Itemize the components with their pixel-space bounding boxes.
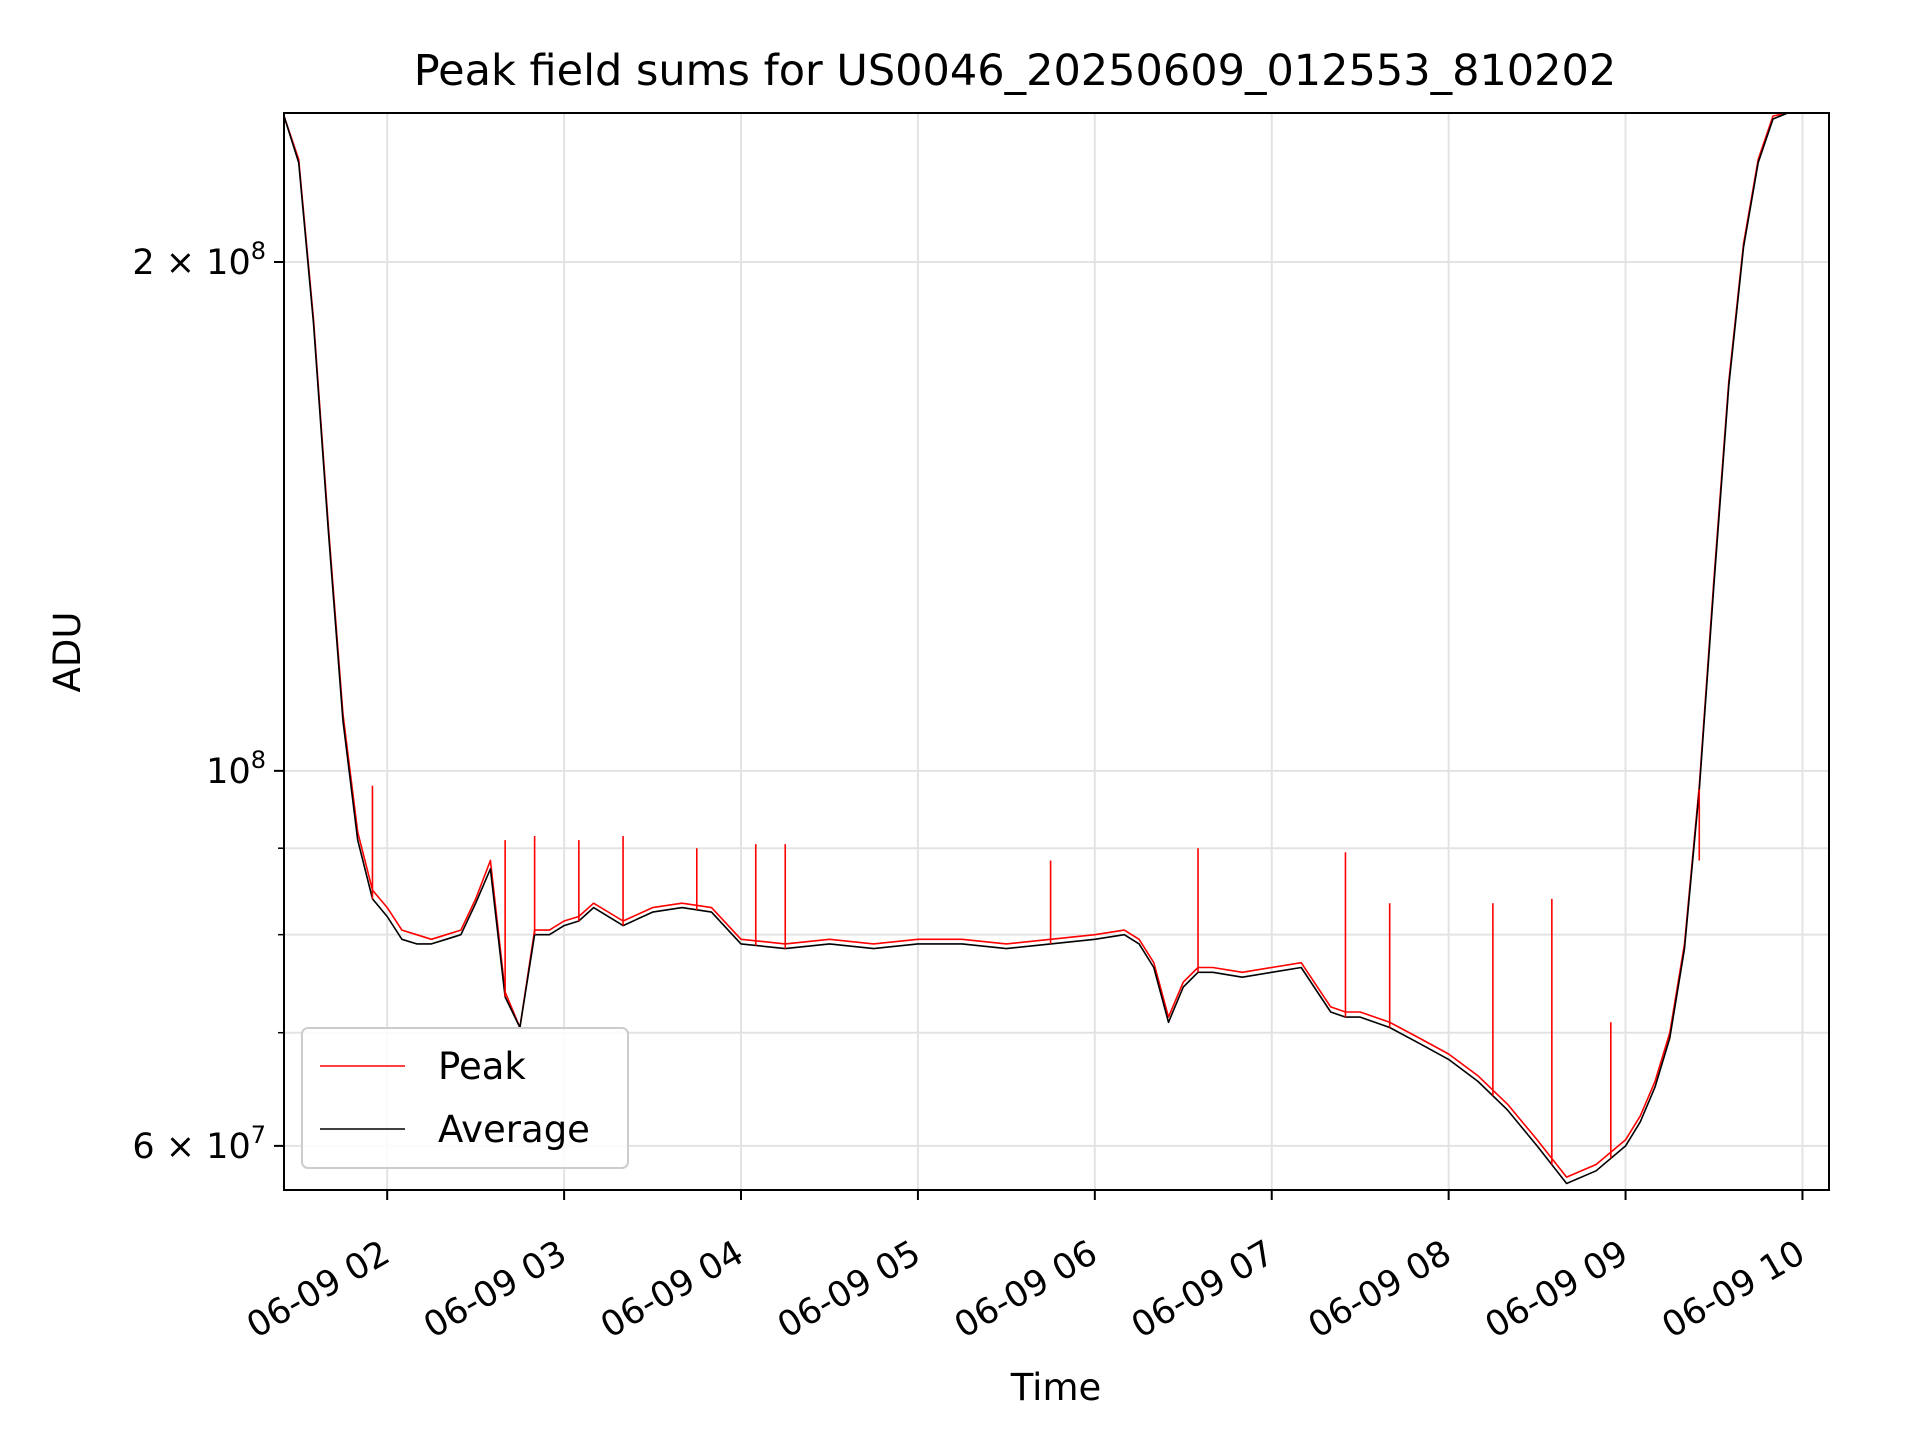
x-axis-label: Time xyxy=(1010,1366,1102,1409)
y-tick-label: 6 × 107 xyxy=(132,1121,266,1167)
x-tick-label: 06-09 06 xyxy=(948,1233,1104,1346)
plot-frame xyxy=(283,112,1830,1191)
x-tick-label: 06-09 07 xyxy=(1125,1233,1281,1346)
x-tick-label: 06-09 04 xyxy=(594,1233,750,1346)
y-axis: 2 × 108 108 6 × 107 xyxy=(132,237,284,1167)
y-tick-label: 2 × 108 xyxy=(132,237,266,283)
legend: Peak Average xyxy=(301,1027,629,1169)
y-tick-label: 108 xyxy=(206,746,266,792)
x-tick-label: 06-09 03 xyxy=(417,1233,573,1346)
series-line-peak xyxy=(284,113,1829,1178)
x-tick-label: 06-09 08 xyxy=(1302,1233,1458,1346)
series-line-average xyxy=(284,113,1829,1185)
x-tick-label: 06-09 02 xyxy=(240,1233,396,1346)
plot-lines xyxy=(284,113,1829,1185)
x-tick-label: 06-09 05 xyxy=(771,1233,927,1346)
legend-label-average: Average xyxy=(438,1108,590,1151)
x-tick-label: 06-09 09 xyxy=(1479,1233,1635,1346)
legend-box xyxy=(301,1027,629,1169)
legend-label-peak: Peak xyxy=(438,1045,526,1088)
chart-title: Peak field sums for US0046_20250609_0125… xyxy=(414,46,1617,96)
x-axis: 06-09 02 06-09 03 06-09 04 06-09 05 06-09 06… xyxy=(240,1190,1812,1346)
y-axis-label: ADU xyxy=(46,612,89,693)
x-tick-label: 06-09 10 xyxy=(1656,1233,1812,1346)
